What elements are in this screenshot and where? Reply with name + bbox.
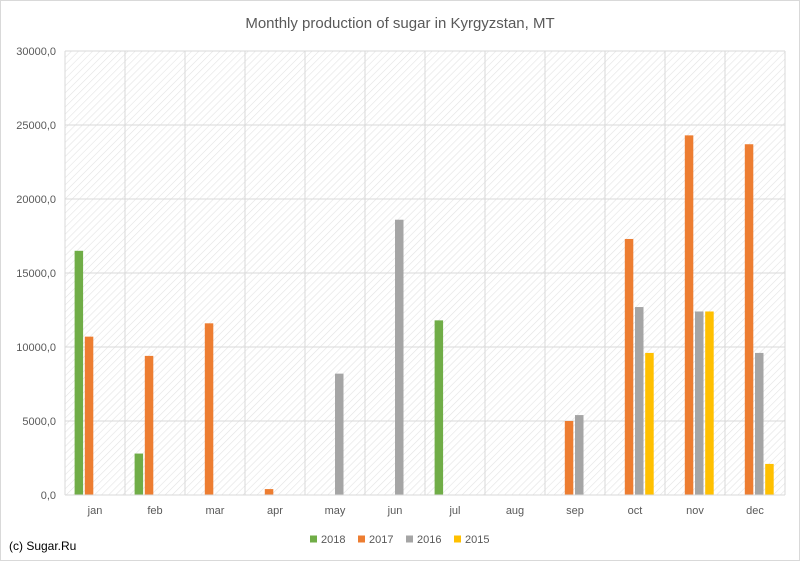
x-tick-label: oct (628, 505, 643, 517)
bar-2015-oct (645, 352, 654, 495)
bar-2017-mar (204, 323, 214, 495)
chart-title: Monthly production of sugar in Kyrgyzsta… (245, 15, 554, 32)
legend: 2018 2017 2016 2015 (310, 534, 489, 546)
bar-2016-oct (635, 307, 644, 495)
x-tick-label: nov (686, 505, 704, 517)
legend-swatch-2017 (358, 535, 365, 543)
y-tick-label: 20000,0 (16, 194, 56, 206)
x-tick-label: feb (147, 505, 162, 517)
bar-2015-nov (705, 311, 714, 495)
y-tick-label: 5000,0 (22, 416, 56, 428)
legend-label-2016: 2016 (417, 534, 441, 546)
bar-2018-jan (74, 250, 84, 495)
x-tick-label: jun (387, 505, 403, 517)
x-tick-label: sep (566, 505, 584, 517)
bar-2015-dec (765, 463, 774, 495)
bar-2017-nov (684, 135, 694, 496)
legend-swatch-2018 (310, 535, 317, 543)
x-axis-tick-labels: jan feb mar apr may jun jul aug sep oct nov dec (87, 505, 765, 517)
bars (74, 135, 774, 496)
x-tick-label: dec (746, 505, 764, 517)
bar-2016-sep (575, 415, 584, 495)
x-tick-label: apr (267, 505, 283, 517)
y-tick-label: 10000,0 (16, 342, 56, 354)
y-tick-label: 30000,0 (16, 46, 56, 58)
x-tick-label: mar (206, 505, 225, 517)
legend-label-2015: 2015 (465, 534, 489, 546)
y-axis-tick-labels: 0,0 5000,0 10000,0 15000,0 20000,0 25000,0 300… (16, 46, 56, 502)
bar-2016-jun (395, 219, 404, 495)
legend-swatch-2016 (406, 535, 413, 543)
y-tick-label: 15000,0 (16, 268, 56, 280)
legend-swatch-2015 (454, 535, 461, 543)
bar-2016-dec (755, 352, 764, 495)
bar-2017-oct (624, 238, 634, 495)
bar-2017-apr (264, 489, 274, 495)
y-tick-label: 25000,0 (16, 120, 56, 132)
bar-2017-feb (144, 355, 154, 495)
bar-2018-feb (134, 453, 144, 495)
x-tick-label: may (325, 505, 346, 517)
x-tick-label: jul (448, 505, 460, 517)
legend-label-2017: 2017 (369, 534, 393, 546)
gridlines (64, 50, 786, 495)
x-tick-label: jan (87, 505, 103, 517)
bar-2016-may (335, 373, 344, 495)
credit-text: (c) Sugar.Ru (9, 539, 76, 553)
bar-2018-jul (434, 320, 444, 495)
bar-2017-jan (84, 336, 94, 495)
bar-2017-sep (564, 421, 574, 495)
y-tick-label: 0,0 (41, 490, 56, 502)
x-tick-label: aug (506, 505, 524, 517)
legend-label-2018: 2018 (321, 534, 345, 546)
bar-2016-nov (695, 311, 704, 495)
bar-2017-dec (744, 144, 754, 496)
